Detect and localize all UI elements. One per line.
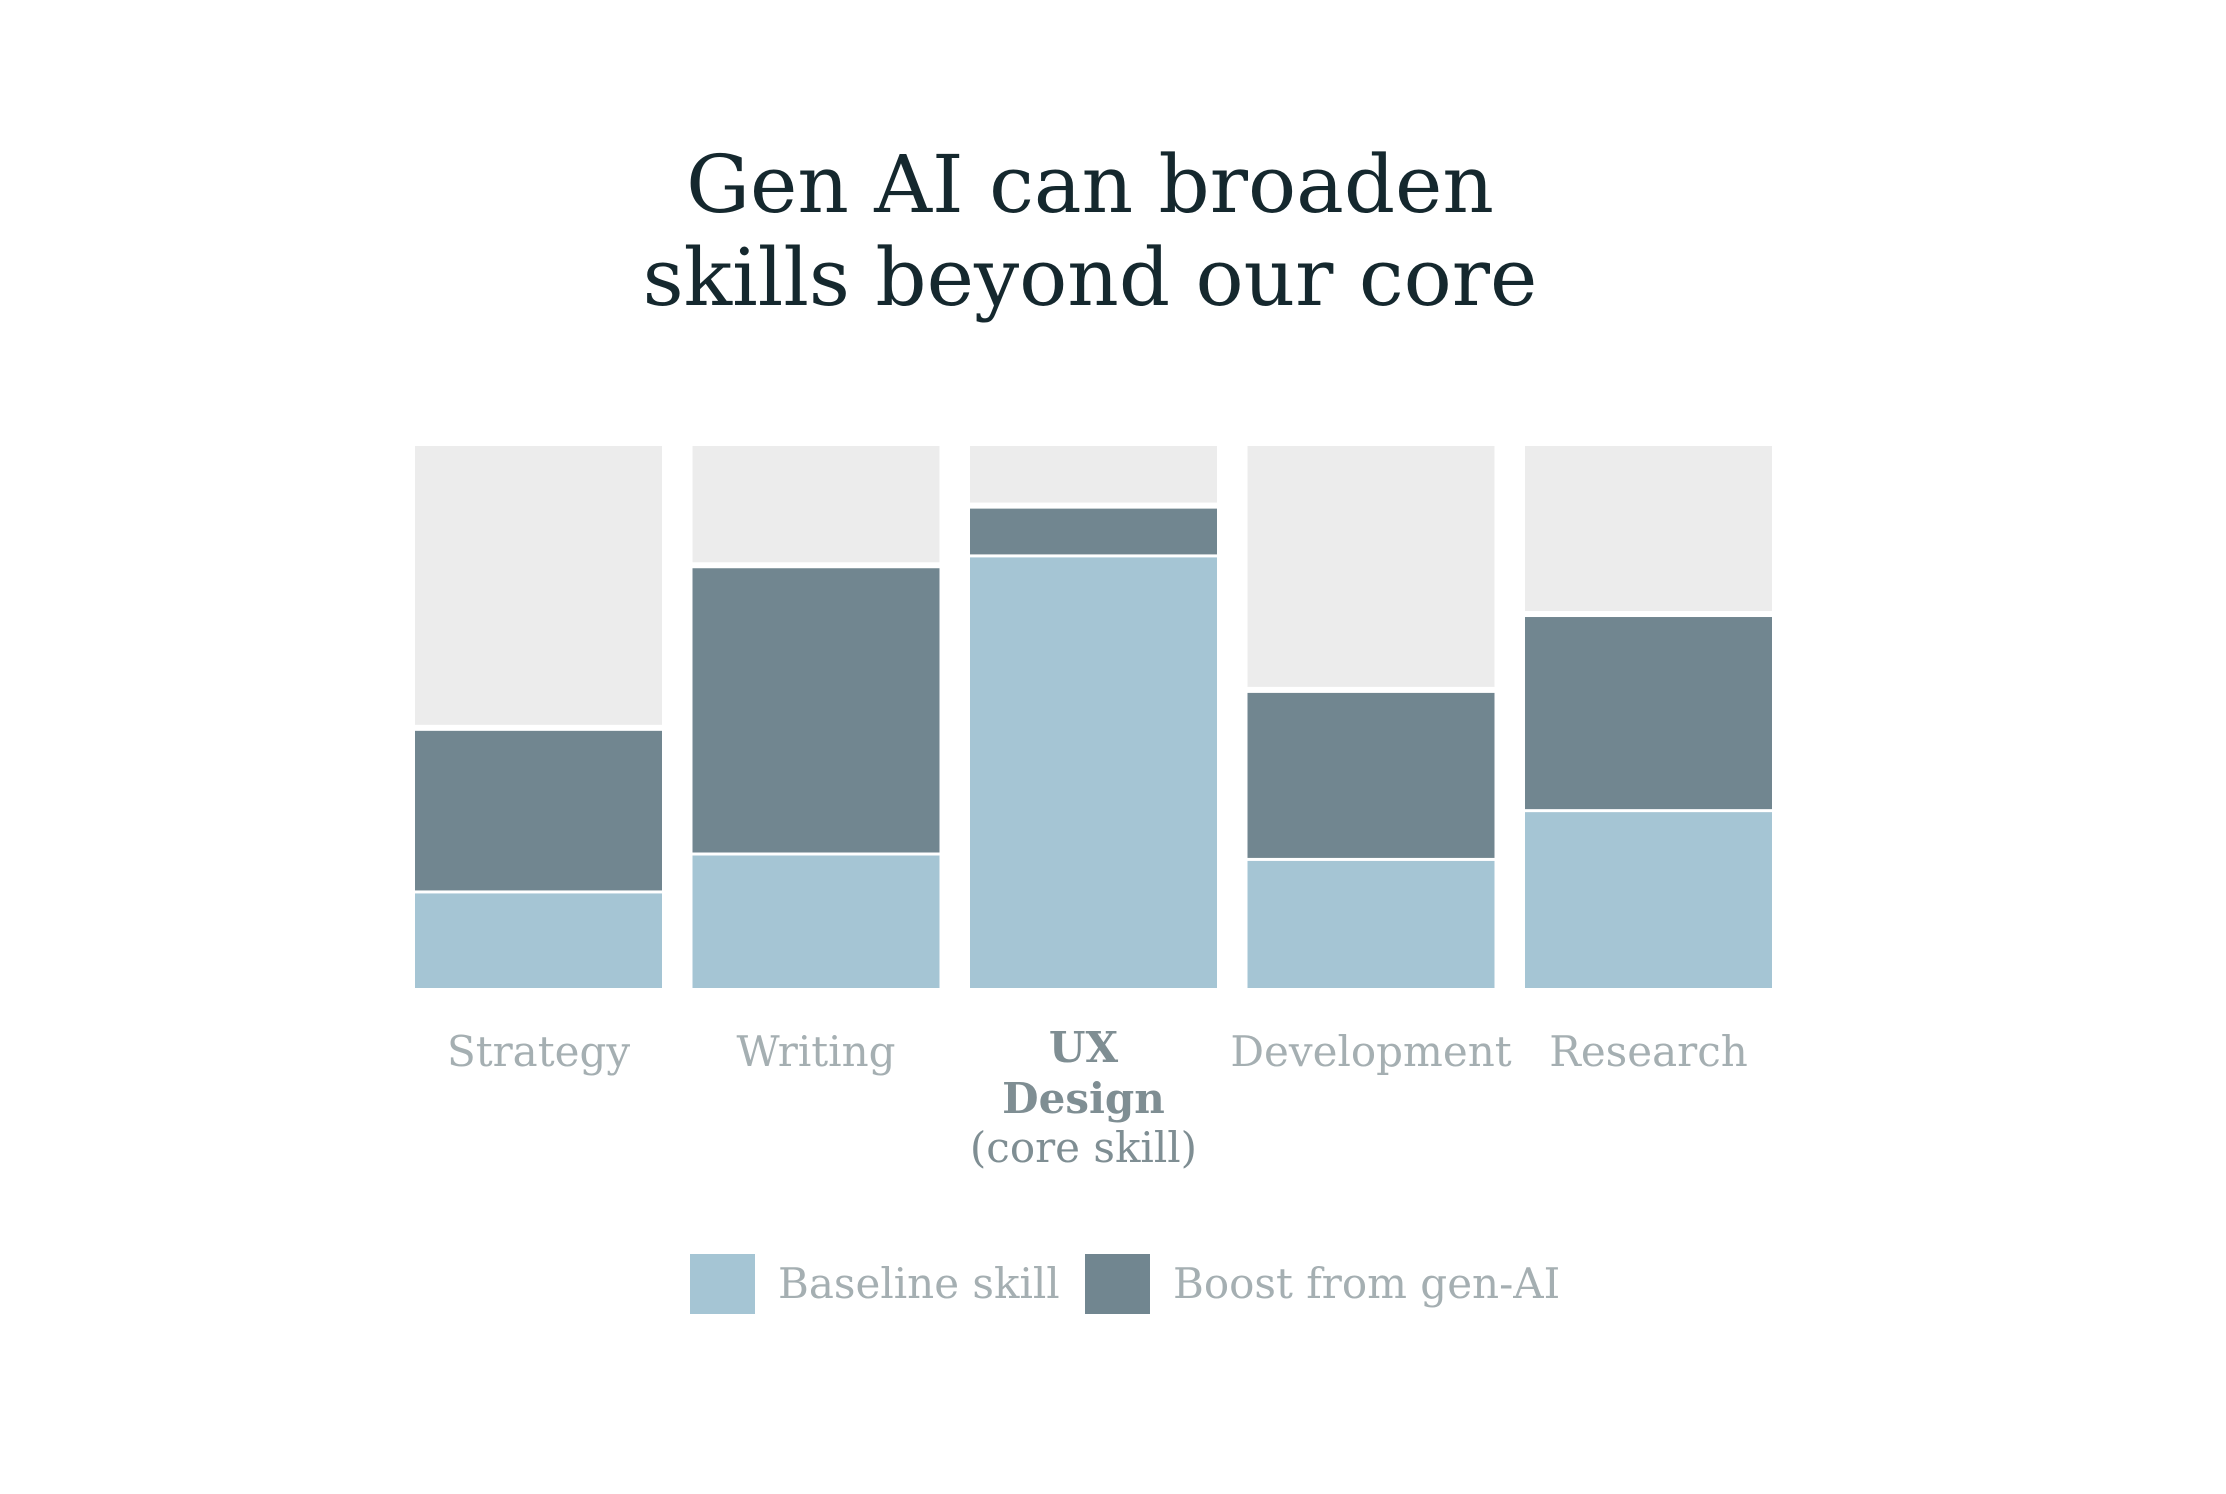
chart-title-line-1: Gen AI can broaden (686, 138, 1494, 231)
legend-swatch-baseline (690, 1254, 755, 1314)
bar-separator-1-0 (415, 724, 662, 731)
bar-boost-0 (415, 727, 662, 891)
category-label-4: Research (1549, 1027, 1748, 1076)
bar-separator-1-1 (692, 562, 940, 569)
legend: Baseline skill Boost from gen-AI (690, 1254, 1560, 1314)
bar-separator-1-2 (970, 502, 1217, 509)
bar-boost-4 (1525, 614, 1772, 810)
legend-swatch-boost (1085, 1254, 1150, 1314)
bar-baseline-1 (692, 852, 940, 988)
bar-boost-3 (1247, 689, 1495, 858)
bar-baseline-2 (970, 554, 1217, 988)
bar-separator-1-4 (1525, 611, 1772, 618)
bar-baseline-3 (1247, 857, 1495, 988)
chart-title-line-2: skills beyond our core (643, 231, 1538, 324)
bar-baseline-4 (1525, 809, 1772, 988)
bar-group (415, 446, 1772, 988)
bar-boost-1 (692, 565, 940, 853)
legend-label-baseline: Baseline skill (778, 1259, 1060, 1308)
category-sublabel-2: (core skill) (970, 1123, 1197, 1172)
category-label-2-line-2: Design (1002, 1074, 1165, 1123)
category-label-1: Writing (736, 1027, 895, 1076)
category-label-2: UX (1049, 1023, 1119, 1072)
legend-label-boost: Boost from gen-AI (1173, 1259, 1560, 1308)
category-label-0: Strategy (447, 1027, 630, 1076)
bar-baseline-0 (415, 890, 662, 988)
bar-boost-2 (970, 505, 1217, 555)
bar-separator-1-3 (1247, 686, 1495, 693)
category-label-3: Development (1230, 1027, 1511, 1076)
